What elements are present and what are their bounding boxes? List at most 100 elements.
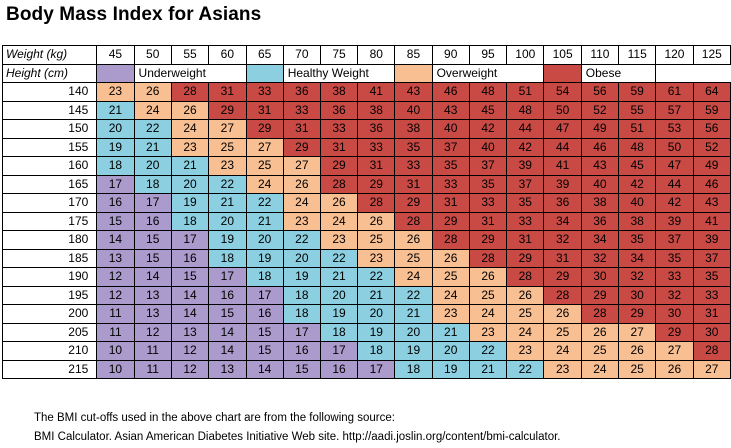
bmi-cell: 24 [543,341,582,361]
weight-tick-label: 120 [655,45,694,65]
bmi-cell: 40 [431,119,470,139]
bmi-cell: 38 [618,211,657,231]
bmi-cell: 47 [655,156,694,176]
bmi-cell: 40 [580,174,620,194]
bmi-cell: 26 [170,100,210,120]
bmi-cell: 41 [357,82,396,102]
legend-label-underweight: Underweight [133,63,247,83]
bmi-cell: 30 [692,322,731,342]
weight-header-label: Weight (kg) [1,45,98,65]
bmi-cell: 11 [96,322,135,342]
bmi-cell: 31 [357,156,396,176]
bmi-cell: 35 [468,174,508,194]
bmi-cell: 27 [282,156,321,176]
bmi-cell: 12 [170,359,210,379]
bmi-cell: 15 [245,322,284,342]
legend-swatch-overweight [394,63,433,83]
bmi-cell: 49 [580,119,620,139]
bmi-cell: 36 [580,211,620,231]
chart-title: Body Mass Index for Asians [6,4,262,25]
table-row: 160 18 20 21 23 25 27 29 31 33 35 37 39 41 43 45 47 49 [1,156,731,176]
bmi-cell: 10 [96,359,135,379]
bmi-cell: 20 [431,341,470,361]
weight-tick-label: 45 [96,45,135,65]
bmi-cell: 18 [282,304,321,324]
bmi-cell: 25 [245,156,284,176]
table-row: 200 11 13 14 15 16 18 19 20 21 23 24 25 26 28 29 30 31 [1,304,731,324]
bmi-cell: 48 [468,82,508,102]
bmi-cell: 18 [282,285,321,305]
bmi-cell: 24 [468,304,508,324]
bmi-cell: 25 [468,285,508,305]
table-row: 185 13 15 16 18 19 20 22 23 25 26 28 29 31 32 34 35 37 [1,248,731,268]
weight-header-row: Weight (kg) 45 50 55 60 65 70 75 80 85 90 95 100 105 1… [1,45,731,65]
bmi-cell: 26 [394,230,433,250]
table-row: 145 21 24 26 29 31 33 36 38 40 43 45 48 50 52 55 57 59 [1,100,731,120]
bmi-cell: 16 [319,359,359,379]
height-tick-label: 165 [1,174,98,194]
bmi-cell: 27 [618,322,657,342]
bmi-cell: 32 [543,230,582,250]
bmi-cell: 20 [394,322,433,342]
bmi-cell: 24 [506,322,545,342]
table-row: 170 16 17 19 21 22 24 26 28 29 31 33 35 36 38 40 42 43 [1,193,731,213]
bmi-cell: 21 [133,137,172,157]
bmi-cell: 14 [245,359,284,379]
bmi-cell: 31 [506,230,545,250]
bmi-cell: 31 [282,119,321,139]
bmi-cell: 36 [543,193,582,213]
bmi-cell: 14 [96,230,135,250]
bmi-cell: 46 [692,174,731,194]
bmi-cell: 24 [282,193,321,213]
bmi-cell: 29 [655,322,694,342]
bmi-cell: 28 [357,193,396,213]
bmi-cell: 31 [208,82,247,102]
bmi-cell: 17 [319,341,359,361]
bmi-cell: 21 [468,359,508,379]
bmi-cell: 33 [692,285,731,305]
bmi-cell: 19 [357,322,396,342]
bmi-cell: 32 [580,248,620,268]
bmi-cell: 37 [692,248,731,268]
bmi-cell: 33 [394,156,433,176]
bmi-cell: 13 [170,322,210,342]
bmi-cell: 37 [431,137,470,157]
bmi-cell: 28 [506,267,545,287]
bmi-cell: 20 [208,211,247,231]
bmi-cell: 59 [618,82,657,102]
bmi-cell: 28 [692,341,731,361]
bmi-cell: 22 [282,230,321,250]
bmi-cell: 21 [96,100,135,120]
bmi-cell: 48 [506,100,545,120]
bmi-cell: 44 [543,137,582,157]
weight-tick-label: 85 [394,45,433,65]
bmi-cell: 39 [655,211,694,231]
bmi-cell: 18 [245,267,284,287]
bmi-cell: 18 [394,359,433,379]
height-tick-label: 180 [1,230,98,250]
bmi-cell: 34 [618,248,657,268]
bmi-cell: 30 [618,285,657,305]
bmi-cell: 42 [506,137,545,157]
bmi-cell: 12 [96,285,135,305]
bmi-cell: 29 [618,304,657,324]
bmi-cell: 22 [245,193,284,213]
bmi-cell: 40 [394,100,433,120]
bmi-cell: 31 [319,137,359,157]
bmi-cell: 26 [655,359,694,379]
bmi-cell: 52 [692,137,731,157]
bmi-cell: 29 [506,248,545,268]
bmi-cell: 33 [431,174,470,194]
bmi-cell: 23 [357,248,396,268]
bmi-cell: 16 [208,285,247,305]
bmi-cell: 41 [543,156,582,176]
bmi-cell: 23 [468,322,508,342]
bmi-cell: 19 [282,267,321,287]
bmi-cell: 40 [468,137,508,157]
bmi-cell: 23 [170,137,210,157]
height-tick-label: 140 [1,82,98,102]
height-header-label: Height (cm) [1,63,98,83]
bmi-cell: 18 [208,248,247,268]
bmi-cell: 24 [580,359,620,379]
height-tick-label: 160 [1,156,98,176]
